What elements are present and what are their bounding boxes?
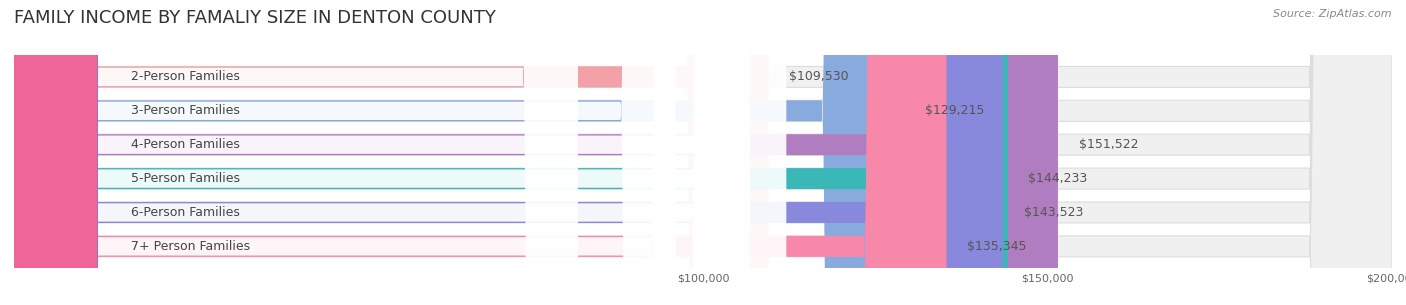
FancyBboxPatch shape	[35, 0, 747, 305]
FancyBboxPatch shape	[14, 0, 1057, 305]
FancyBboxPatch shape	[14, 0, 904, 305]
FancyBboxPatch shape	[35, 0, 676, 305]
FancyBboxPatch shape	[35, 0, 786, 305]
Text: FAMILY INCOME BY FAMALIY SIZE IN DENTON COUNTY: FAMILY INCOME BY FAMALIY SIZE IN DENTON …	[14, 9, 496, 27]
FancyBboxPatch shape	[14, 0, 1002, 305]
FancyBboxPatch shape	[14, 0, 1008, 305]
Text: Source: ZipAtlas.com: Source: ZipAtlas.com	[1274, 9, 1392, 19]
FancyBboxPatch shape	[35, 0, 751, 305]
FancyBboxPatch shape	[14, 0, 1392, 305]
Text: 2-Person Families: 2-Person Families	[131, 70, 240, 84]
FancyBboxPatch shape	[35, 0, 578, 305]
Text: 7+ Person Families: 7+ Person Families	[131, 240, 250, 253]
Text: 5-Person Families: 5-Person Families	[131, 172, 240, 185]
FancyBboxPatch shape	[35, 0, 706, 305]
Circle shape	[0, 0, 97, 305]
Text: 3-Person Families: 3-Person Families	[131, 104, 240, 117]
Circle shape	[0, 0, 97, 305]
Circle shape	[0, 0, 97, 305]
Text: 6-Person Families: 6-Person Families	[131, 206, 240, 219]
Circle shape	[0, 0, 97, 305]
Text: $109,530: $109,530	[789, 70, 849, 84]
FancyBboxPatch shape	[14, 0, 1392, 305]
Text: $144,233: $144,233	[1028, 172, 1088, 185]
Text: $143,523: $143,523	[1024, 206, 1083, 219]
FancyBboxPatch shape	[14, 0, 946, 305]
FancyBboxPatch shape	[14, 0, 1392, 305]
FancyBboxPatch shape	[14, 0, 769, 305]
Text: 4-Person Families: 4-Person Families	[131, 138, 240, 151]
Text: $129,215: $129,215	[925, 104, 984, 117]
Text: $151,522: $151,522	[1078, 138, 1137, 151]
FancyBboxPatch shape	[14, 0, 1392, 305]
Circle shape	[0, 0, 97, 305]
Circle shape	[0, 0, 97, 305]
Text: $135,345: $135,345	[967, 240, 1026, 253]
FancyBboxPatch shape	[14, 0, 1392, 305]
FancyBboxPatch shape	[14, 0, 1392, 305]
